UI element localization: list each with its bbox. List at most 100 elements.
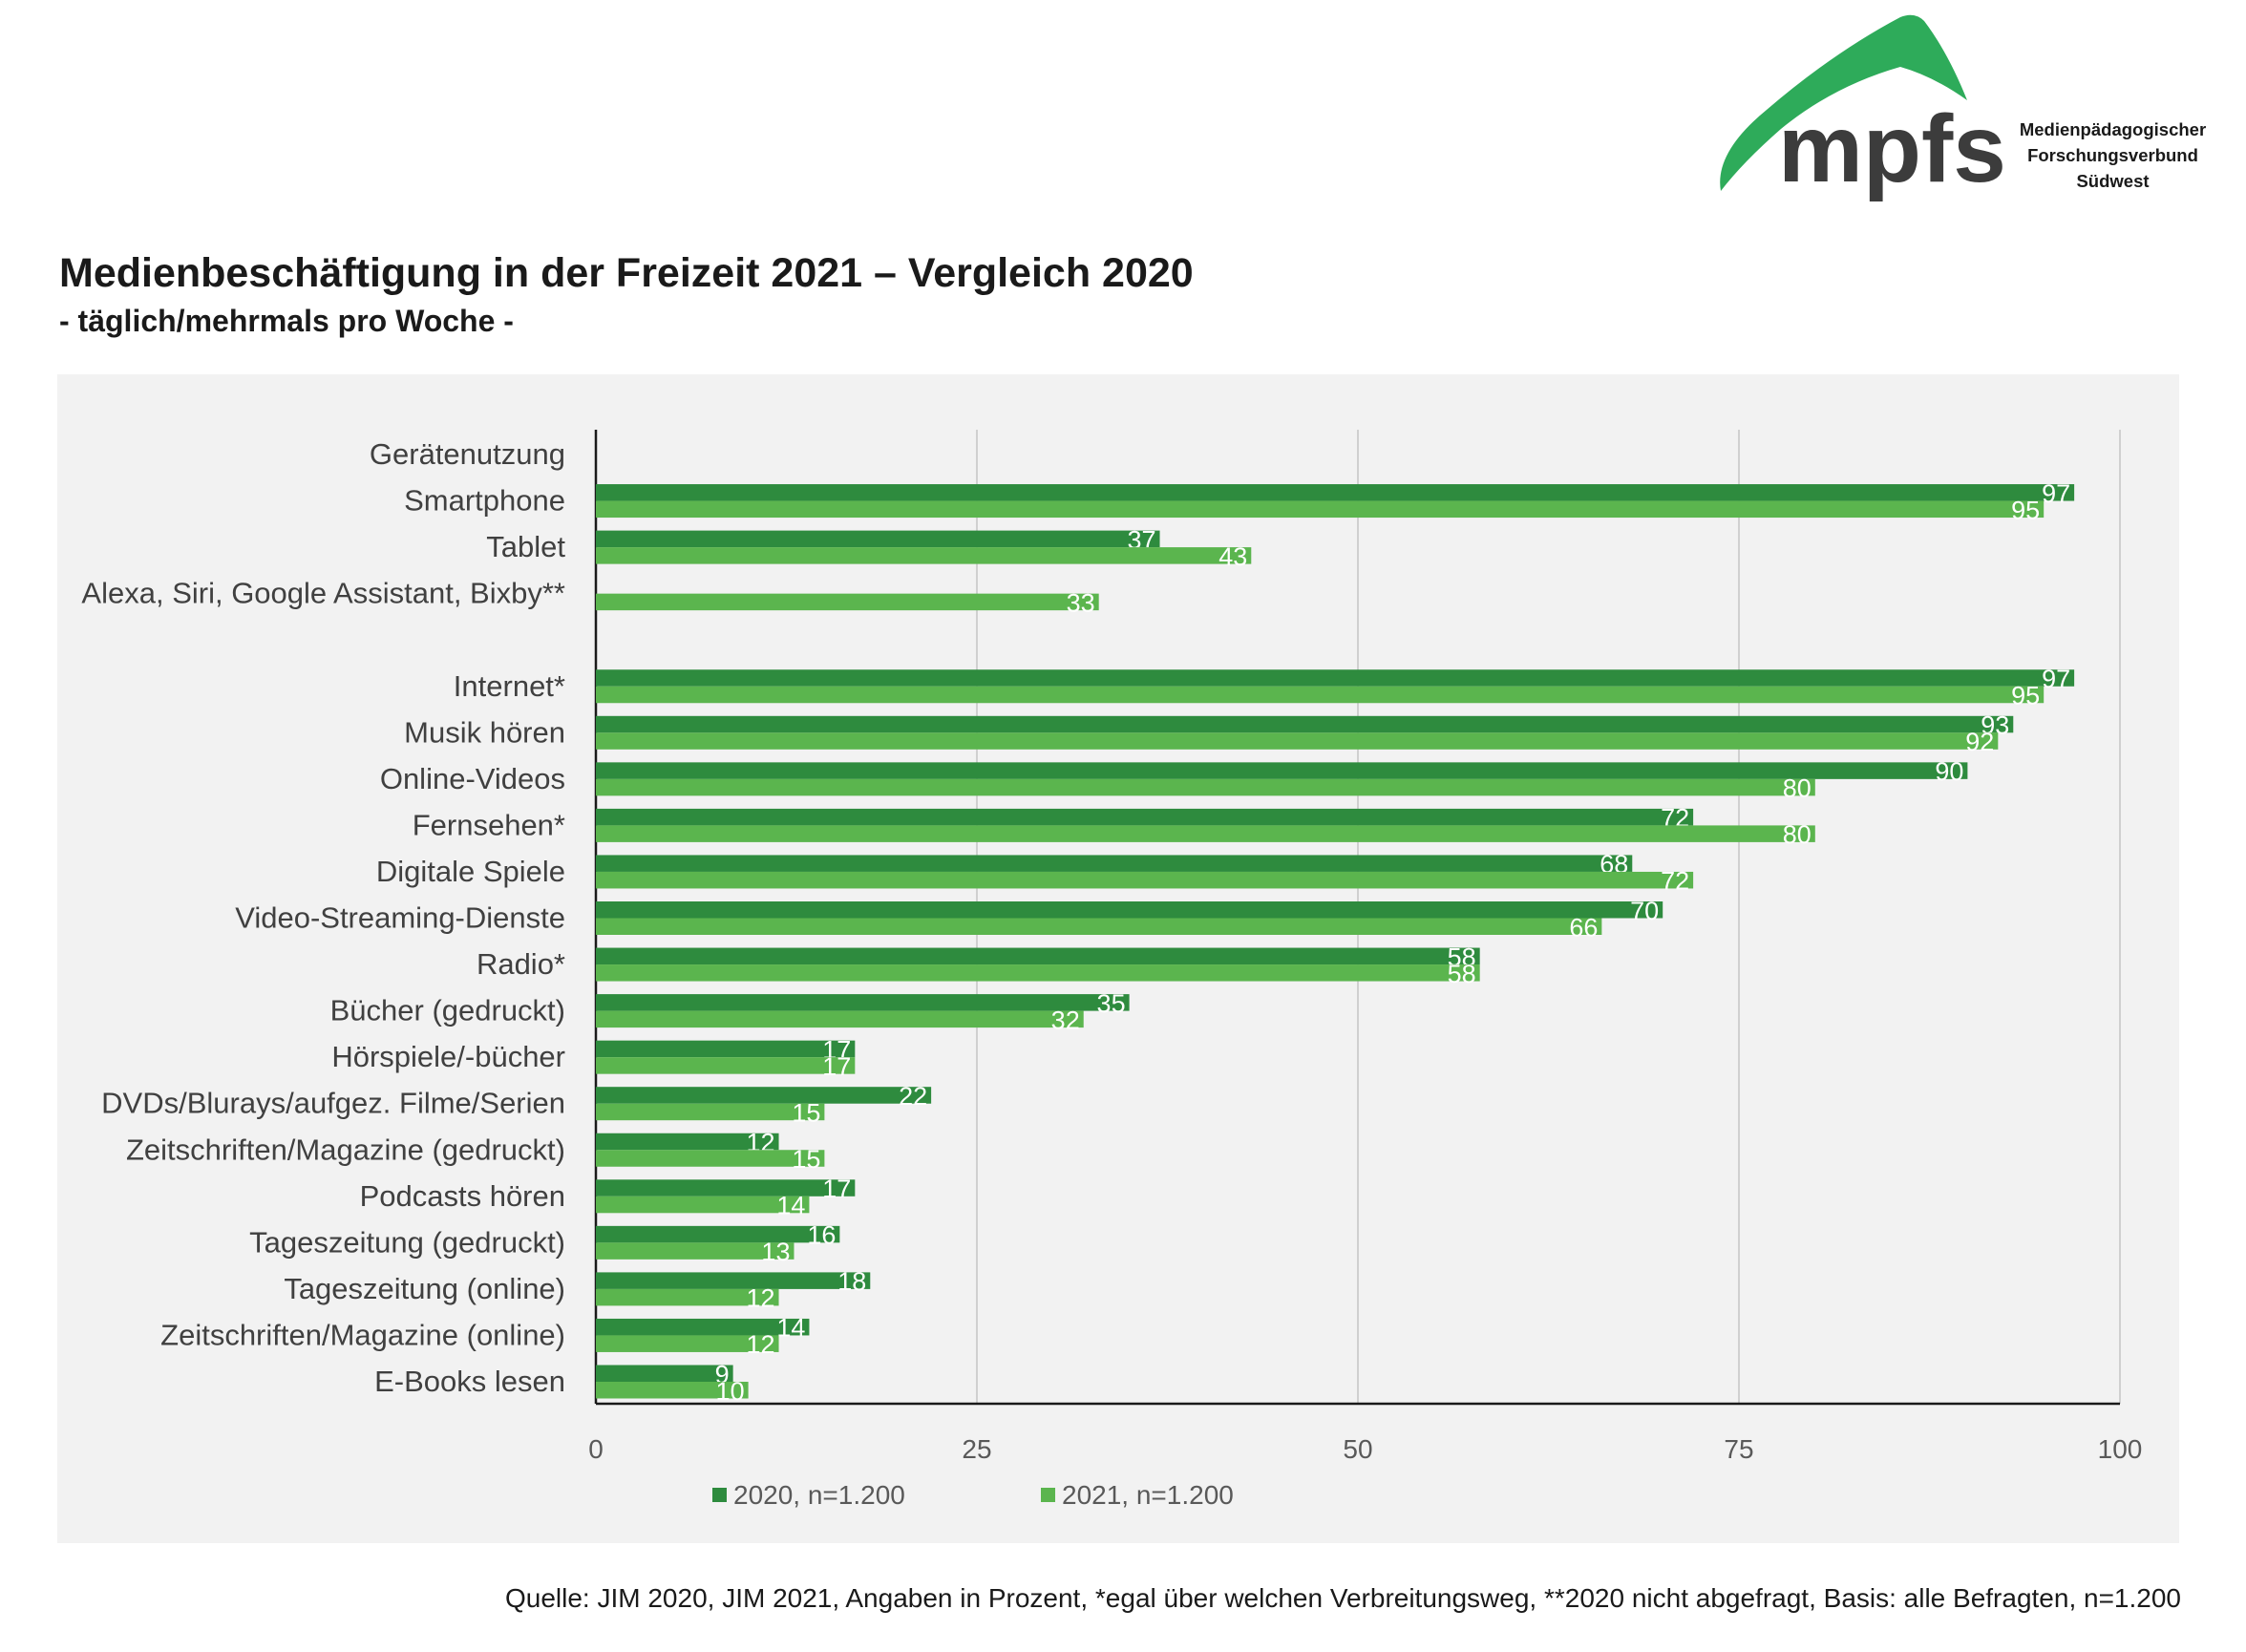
bar <box>596 994 1130 1011</box>
data-label: 9 <box>715 1360 730 1388</box>
bar <box>596 732 1999 750</box>
bar <box>596 808 1694 826</box>
data-label: 95 <box>2011 496 2040 524</box>
category-label: Alexa, Siri, Google Assistant, Bixby** <box>81 577 565 610</box>
bar <box>596 686 2045 704</box>
data-label: 15 <box>792 1145 820 1174</box>
data-label: 92 <box>1965 728 1994 756</box>
data-label: 33 <box>1067 588 1095 617</box>
bar <box>596 871 1694 889</box>
logo-text: Medienpädagogischer Forschungsverbund Sü… <box>2005 116 2220 194</box>
bar <box>596 715 2014 733</box>
data-label: 18 <box>837 1267 866 1296</box>
bar <box>596 1040 856 1058</box>
data-label: 14 <box>776 1192 805 1220</box>
legend-label: 2020, n=1.200 <box>733 1480 905 1510</box>
data-label: 22 <box>899 1082 927 1111</box>
bar <box>596 1365 733 1382</box>
logo-swoosh <box>1720 14 1967 191</box>
category-label: Internet* <box>454 669 565 703</box>
legend-swatch <box>1041 1488 1055 1502</box>
bar <box>596 1382 749 1399</box>
data-label: 80 <box>1783 820 1812 849</box>
bar <box>596 1150 825 1167</box>
logo-line-2: Forschungsverbund <box>2027 145 2198 165</box>
x-tick-label: 0 <box>588 1434 604 1464</box>
page-title: Medienbeschäftigung in der Freizeit 2021… <box>59 250 1194 296</box>
category-label: Online-Videos <box>380 762 565 795</box>
data-label: 17 <box>822 1175 851 1203</box>
category-label: E-Books lesen <box>374 1365 565 1398</box>
x-tick-label: 100 <box>2098 1434 2143 1464</box>
category-label: Tageszeitung (online) <box>284 1272 565 1305</box>
category-label: DVDs/Blurays/aufgez. Filme/Serien <box>101 1087 565 1120</box>
bar <box>596 778 1815 796</box>
bar <box>596 1272 871 1289</box>
page-subtitle: - täglich/mehrmals pro Woche - <box>59 304 514 338</box>
data-label: 16 <box>807 1221 836 1250</box>
data-label: 17 <box>822 1052 851 1081</box>
bar <box>596 1225 840 1243</box>
x-tick-label: 25 <box>962 1434 991 1464</box>
bar <box>596 947 1480 965</box>
bar <box>596 484 2075 501</box>
bar <box>596 964 1480 982</box>
data-label: 12 <box>746 1330 774 1359</box>
legend-label: 2021, n=1.200 <box>1062 1480 1234 1510</box>
data-label: 58 <box>1448 960 1476 988</box>
bar <box>596 530 1160 548</box>
data-label: 13 <box>761 1238 790 1266</box>
x-tick-label: 75 <box>1724 1434 1753 1464</box>
category-label: Radio* <box>477 947 565 981</box>
bar <box>596 1242 795 1260</box>
data-label: 43 <box>1218 542 1247 571</box>
data-label: 32 <box>1051 1006 1080 1034</box>
bar <box>596 1335 779 1352</box>
logo-line-3: Südwest <box>2076 171 2150 191</box>
category-label: Zeitschriften/Magazine (gedruckt) <box>126 1133 565 1166</box>
data-label: 35 <box>1097 989 1126 1018</box>
legend-swatch <box>712 1488 727 1502</box>
category-label: Digitale Spiele <box>376 855 565 888</box>
bar <box>596 1179 856 1197</box>
data-label: 10 <box>716 1377 745 1406</box>
bar <box>596 918 1602 935</box>
data-label: 80 <box>1783 774 1812 803</box>
bar <box>596 1010 1084 1028</box>
data-label: 95 <box>2011 682 2040 710</box>
bar <box>596 1087 932 1104</box>
source-note: Quelle: JIM 2020, JIM 2021, Angaben in P… <box>504 1583 2181 1613</box>
category-label: Tageszeitung (gedruckt) <box>249 1225 565 1259</box>
bar <box>596 1057 856 1074</box>
bar <box>596 1288 779 1306</box>
logo-line-1: Medienpädagogischer <box>2019 119 2207 139</box>
bar <box>596 901 1663 919</box>
bar <box>596 855 1633 872</box>
bar <box>596 825 1815 842</box>
bar <box>596 593 1099 611</box>
logo-graphic: mpfs <box>1720 14 2006 202</box>
category-label: Bücher (gedruckt) <box>330 994 565 1027</box>
bar <box>596 669 2075 687</box>
category-label: Fernsehen* <box>413 808 565 841</box>
data-label: 14 <box>776 1314 805 1343</box>
category-label: Video-Streaming-Dienste <box>235 901 565 935</box>
bar <box>596 547 1252 564</box>
category-label: Musik hören <box>404 715 565 749</box>
data-label: 70 <box>1630 897 1659 925</box>
category-label: Smartphone <box>404 484 565 518</box>
category-label: Gerätenutzung <box>370 437 565 471</box>
category-label: Podcasts hören <box>360 1179 565 1213</box>
data-label: 15 <box>792 1098 820 1127</box>
data-label: 97 <box>2042 479 2070 508</box>
bar <box>596 1133 779 1151</box>
mpfs-logo: mpfs <box>1709 10 2225 220</box>
data-label: 90 <box>1935 757 1963 786</box>
data-label: 72 <box>1661 867 1689 896</box>
logo-wordmark: mpfs <box>1778 95 2006 202</box>
category-label: Tablet <box>486 530 565 563</box>
x-tick-label: 50 <box>1343 1434 1372 1464</box>
data-label: 97 <box>2042 665 2070 693</box>
bar <box>596 762 1968 779</box>
